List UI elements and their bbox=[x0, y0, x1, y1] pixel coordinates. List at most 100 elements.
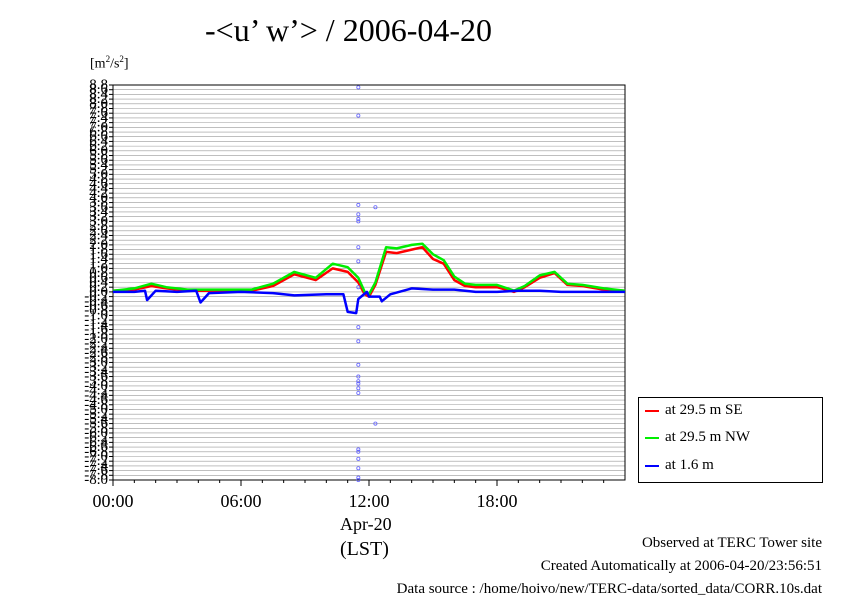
outlier-point bbox=[356, 113, 361, 118]
outlier-point bbox=[356, 447, 361, 452]
y-tick-label: -7.8 bbox=[84, 467, 108, 483]
footer-created: Created Automatically at 2006-04-20/23:5… bbox=[540, 558, 822, 574]
x-tick-label: 06:00 bbox=[220, 491, 261, 511]
y-tick-label: 5.0 bbox=[89, 166, 108, 182]
y-tick-label: 7.4 bbox=[89, 110, 108, 126]
y-tick-label: -2.4 bbox=[84, 340, 108, 356]
y-tick-label: -1.0 bbox=[84, 307, 108, 323]
outlier-point bbox=[356, 381, 361, 386]
y-tick-label: 4.8 bbox=[89, 171, 108, 187]
y-tick-label: -7.0 bbox=[84, 448, 108, 464]
y-unit-mid: /s bbox=[110, 56, 120, 72]
y-tick-label: 6.2 bbox=[89, 138, 108, 154]
y-tick-label: 6.8 bbox=[89, 124, 108, 140]
outlier-point bbox=[356, 212, 361, 217]
x-tick-label: 00:00 bbox=[92, 491, 133, 511]
y-tick-label: 8.0 bbox=[89, 96, 108, 112]
y-tick-label: -4.4 bbox=[84, 387, 108, 403]
timezone-label: (LST) bbox=[340, 538, 389, 560]
outlier-point bbox=[356, 259, 361, 264]
y-tick-label: 4.4 bbox=[89, 180, 108, 196]
y-tick-label: 3.4 bbox=[89, 204, 108, 220]
y-tick-label: 7.0 bbox=[89, 119, 108, 135]
outlier-point bbox=[373, 205, 378, 210]
outlier-point bbox=[356, 85, 361, 90]
y-unit-base: [m bbox=[90, 56, 106, 72]
y-tick-label: -3.4 bbox=[84, 364, 108, 380]
outlier-point bbox=[356, 325, 361, 330]
y-tick-label: -4.0 bbox=[84, 378, 108, 394]
y-tick-label: -5.2 bbox=[84, 406, 108, 422]
y-tick-label: -4.8 bbox=[84, 397, 108, 413]
y-tick-label: -5.6 bbox=[84, 416, 108, 432]
y-tick-label: 2.6 bbox=[89, 223, 108, 239]
legend-swatch-1m bbox=[645, 464, 659, 467]
y-tick-label: -1.2 bbox=[84, 312, 108, 328]
y-tick-label: -4.2 bbox=[84, 383, 108, 399]
y-tick-label: 5.6 bbox=[89, 152, 108, 168]
y-tick-label: 3.6 bbox=[89, 199, 108, 215]
x-tick-label: 12:00 bbox=[348, 491, 389, 511]
y-tick-label: -8.0 bbox=[84, 472, 108, 488]
chart-legend: at 29.5 m SE at 29.5 m NW at 1.6 m bbox=[638, 397, 823, 483]
y-tick-label: -0.4 bbox=[84, 293, 108, 309]
outlier-point bbox=[356, 339, 361, 344]
y-tick-label: -5.4 bbox=[84, 411, 108, 427]
outlier-point bbox=[356, 477, 361, 482]
legend-label-nw: at 29.5 m NW bbox=[665, 429, 750, 445]
outlier-point bbox=[356, 202, 361, 207]
y-tick-label: 1.0 bbox=[89, 260, 108, 276]
x-tick-label: 18:00 bbox=[476, 491, 517, 511]
series-line-2 bbox=[113, 287, 625, 315]
legend-swatch-se bbox=[645, 409, 659, 412]
y-tick-label: 2.4 bbox=[89, 227, 108, 243]
y-tick-label: 0.8 bbox=[89, 265, 108, 281]
y-tick-label: -2.8 bbox=[84, 350, 108, 366]
y-tick-label: 8.6 bbox=[89, 82, 108, 98]
outlier-point bbox=[356, 386, 361, 391]
legend-item-se: at 29.5 m SE bbox=[645, 402, 743, 422]
y-tick-label: 1.6 bbox=[89, 246, 108, 262]
y-axis-unit: [m2/s2] bbox=[90, 54, 129, 73]
series-line-1 bbox=[112, 242, 626, 296]
date-label: Apr-20 bbox=[340, 514, 392, 534]
y-tick-label: 4.6 bbox=[89, 176, 108, 192]
outlier-point bbox=[356, 285, 361, 290]
y-tick-label: 0.0 bbox=[89, 284, 108, 300]
outlier-point bbox=[356, 374, 361, 379]
y-tick-label: 2.2 bbox=[89, 232, 108, 248]
y-tick-label: -3.6 bbox=[84, 369, 108, 385]
y-tick-label: 5.8 bbox=[89, 148, 108, 164]
y-tick-label: -1.6 bbox=[84, 322, 108, 338]
y-tick-label: 4.0 bbox=[89, 190, 108, 206]
y-tick-label: 1.8 bbox=[89, 242, 108, 258]
y-tick-label: -5.0 bbox=[84, 401, 108, 417]
y-tick-label: 0.4 bbox=[89, 275, 108, 291]
outlier-point bbox=[356, 219, 361, 224]
y-tick-label: 3.0 bbox=[89, 213, 108, 229]
y-tick-label: -6.8 bbox=[84, 444, 108, 460]
footer-source: Data source : /home/hoivo/new/TERC-data/… bbox=[396, 581, 822, 597]
y-tick-label: -1.4 bbox=[84, 317, 108, 333]
chart-title: -<u’ w’> / 2006-04-20 bbox=[205, 12, 492, 48]
legend-swatch-nw bbox=[645, 436, 659, 439]
y-tick-label: 3.8 bbox=[89, 195, 108, 211]
outlier-point bbox=[356, 475, 361, 480]
legend-label-se: at 29.5 m SE bbox=[665, 402, 743, 418]
y-tick-label: 3.2 bbox=[89, 209, 108, 225]
y-tick-label: -6.6 bbox=[84, 439, 108, 455]
y-tick-label: 0.2 bbox=[89, 279, 108, 295]
y-tick-label: -2.6 bbox=[84, 345, 108, 361]
y-tick-label: 4.2 bbox=[89, 185, 108, 201]
y-tick-label: 6.0 bbox=[89, 143, 108, 159]
outlier-point bbox=[356, 217, 361, 222]
outlier-point bbox=[356, 391, 361, 396]
outlier-point bbox=[356, 245, 361, 250]
outlier-point bbox=[356, 449, 361, 454]
y-tick-label: -1.8 bbox=[84, 326, 108, 342]
y-tick-label: -5.8 bbox=[84, 420, 108, 436]
outlier-point bbox=[356, 379, 361, 384]
y-unit-exponent-2: 2 bbox=[119, 54, 124, 64]
y-tick-label: -3.8 bbox=[84, 373, 108, 389]
